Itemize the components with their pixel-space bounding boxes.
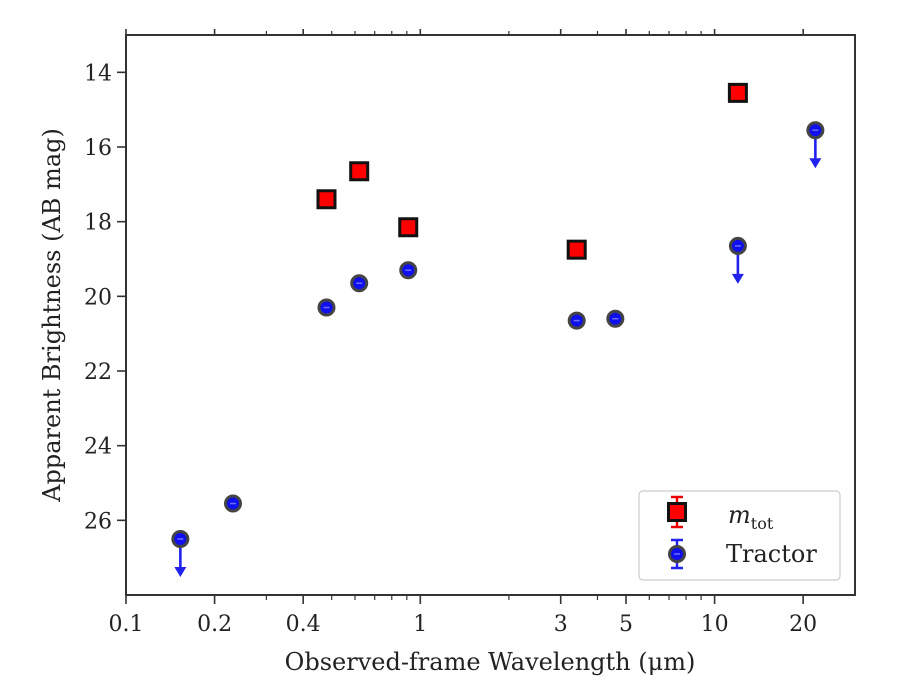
square-marker: [349, 161, 370, 182]
x-tick-labels: 0.1 0.2 0.4 1 3 5 10 20: [109, 612, 818, 637]
data-marks: [171, 82, 825, 577]
tractor-point: [350, 274, 369, 293]
square-marker: [566, 239, 587, 260]
tractor-point: [606, 309, 625, 328]
legend-square: [667, 502, 687, 522]
legend-box: [638, 490, 841, 581]
x-tick-label: 0.1: [109, 612, 144, 637]
legend-mtot-marker: [667, 495, 687, 529]
y-tick-label: 18: [84, 211, 112, 236]
mtot-point: [398, 217, 419, 238]
legend-circle: [668, 545, 686, 563]
y-tick-label: 26: [84, 509, 112, 534]
square-marker: [316, 189, 337, 210]
square-marker: [398, 217, 419, 238]
arrow-head: [731, 273, 744, 284]
tractor-upper-limit-point: [806, 121, 825, 140]
tractor-point: [224, 494, 243, 513]
arrow-head: [809, 158, 822, 169]
legend-label-tractor: Tractor: [726, 540, 817, 568]
legend: mtot Tractor: [638, 490, 841, 581]
y-tick-label: 24: [84, 435, 112, 460]
x-tick-label: 0.4: [286, 612, 321, 637]
y-tick-label: 14: [84, 61, 112, 86]
x-tick-label: 0.2: [197, 612, 232, 637]
legend-tractor-marker: [668, 538, 686, 570]
y-tick-label: 22: [84, 360, 112, 385]
tractor-point: [317, 298, 336, 317]
upper-limit-arrow: [174, 545, 187, 577]
mtot-point: [566, 239, 587, 260]
tractor-point: [567, 311, 586, 330]
y-tick-labels: 14 16 18 20 22 24 26: [84, 61, 112, 534]
square-marker: [667, 502, 687, 522]
legend-label-mtot: mtot: [728, 501, 774, 533]
x-tick-label: 5: [619, 612, 633, 637]
x-tick-label: 1: [413, 612, 427, 637]
x-tick-label: 10: [701, 612, 729, 637]
mtot-point: [349, 161, 370, 182]
y-tick-label: 16: [84, 136, 112, 161]
square-marker: [727, 82, 748, 103]
x-tick-label: 3: [554, 612, 568, 637]
legend-label-mtot-base: m: [728, 501, 751, 529]
tractor-upper-limit-point: [728, 236, 747, 255]
x-tick-label: 20: [789, 612, 817, 637]
arrow-head: [174, 567, 187, 577]
x-axis-label: Observed-frame Wavelength (μm): [285, 648, 696, 676]
tractor-upper-limit-point: [171, 530, 190, 548]
y-tick-label: 20: [84, 285, 112, 310]
mtot-point: [727, 82, 748, 103]
legend-label-mtot-sub: tot: [751, 514, 774, 533]
y-axis-label: Apparent Brightness (AB mag): [38, 128, 66, 503]
plot-frame: [125, 34, 856, 596]
mtot-point: [316, 189, 337, 210]
tractor-point: [399, 261, 418, 280]
upper-limit-arrow: [731, 251, 744, 284]
upper-limit-arrow: [809, 136, 822, 169]
